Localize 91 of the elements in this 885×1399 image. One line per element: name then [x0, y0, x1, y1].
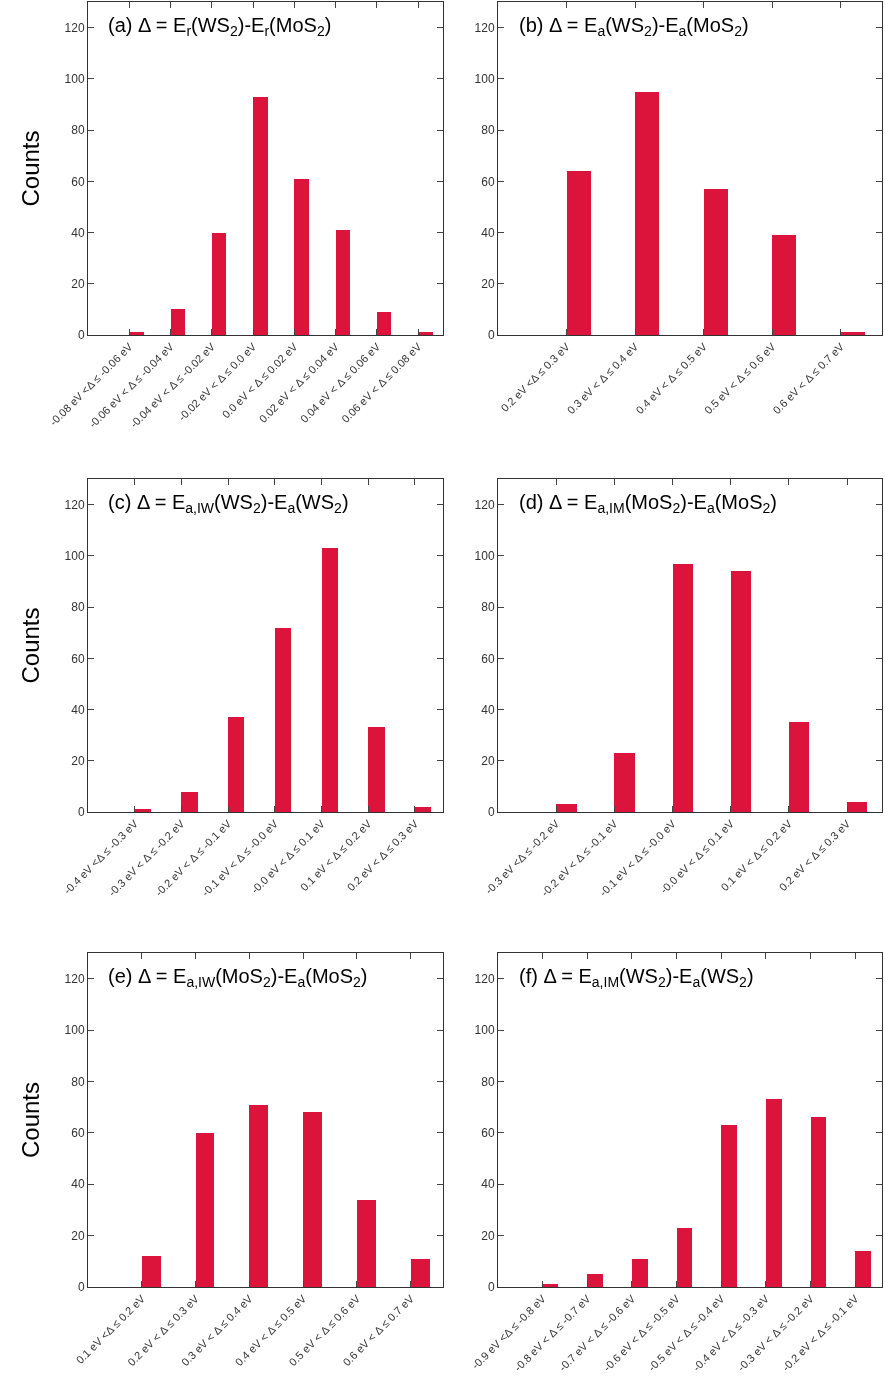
y-tick-label: 0	[77, 805, 85, 820]
bar	[567, 171, 591, 335]
y-tick-label: 0	[77, 328, 85, 343]
bar	[275, 628, 291, 812]
y-tick-label: 40	[71, 702, 85, 717]
bar	[135, 809, 151, 812]
y-tick-label: 100	[64, 72, 85, 87]
bar	[841, 332, 865, 335]
bar	[811, 1117, 826, 1287]
bar	[294, 179, 309, 335]
y-tick-label: 120	[64, 20, 85, 35]
y-tick-label: 100	[64, 549, 85, 564]
bar	[677, 1228, 692, 1287]
bar	[129, 332, 144, 335]
y-tick-label: 80	[481, 600, 495, 615]
bar	[673, 564, 693, 812]
y-tick-label: 40	[71, 1177, 85, 1192]
y-tick-label: 60	[481, 1126, 495, 1141]
y-tick-label: 60	[71, 1126, 85, 1141]
chart-title: (a) Δ = E$_{r}$(WS$_{2}$)-E$_{r}$(MoS$_{2}$)	[108, 14, 332, 40]
y-axis-title: Counts	[16, 130, 44, 207]
bar	[632, 1259, 648, 1287]
y-tick-label: 120	[474, 20, 495, 35]
bar	[587, 1274, 603, 1287]
bar	[543, 1284, 558, 1287]
y-axis-title: Counts	[16, 1081, 44, 1159]
y-tick-label: 80	[481, 1074, 495, 1089]
y-tick-label: 20	[71, 753, 85, 768]
y-tick-label: 60	[71, 174, 85, 189]
bar	[142, 1256, 161, 1287]
y-tick-label: 60	[71, 651, 85, 666]
bar	[181, 792, 198, 812]
y-tick-label: 40	[481, 1177, 495, 1192]
bar	[196, 1133, 214, 1287]
y-tick-label: 80	[481, 123, 495, 138]
y-tick-label: 100	[64, 1023, 85, 1038]
y-tick-label: 120	[64, 497, 85, 512]
chart-title: (c) Δ = E$_{a,IW}$(WS$_{2}$)-E$_{a}$(WS$_{2}$)	[108, 491, 349, 517]
bar	[411, 1259, 430, 1287]
bar	[377, 312, 391, 335]
y-tick-label: 60	[481, 651, 495, 666]
bar	[357, 1200, 376, 1287]
chart-title: (f) Δ = E$_{a,IM}$(WS$_{2}$)-E$_{a}$(WS$_{2}$)	[519, 965, 754, 991]
bar	[336, 230, 350, 335]
y-tick-label: 100	[474, 72, 495, 87]
bar	[368, 727, 385, 812]
bar	[171, 309, 185, 335]
y-tick-label: 0	[487, 805, 495, 820]
y-tick-label: 100	[474, 549, 495, 564]
bar	[228, 717, 244, 812]
y-tick-label: 0	[487, 1280, 495, 1295]
y-tick-label: 40	[481, 225, 495, 240]
bar	[212, 233, 226, 335]
y-tick-label: 20	[71, 276, 85, 291]
y-tick-label: 0	[77, 1280, 85, 1295]
y-tick-label: 120	[64, 971, 85, 986]
bar	[249, 1105, 268, 1287]
y-tick-label: 0	[487, 328, 495, 343]
y-axis-title: Counts	[16, 607, 44, 684]
bar	[418, 332, 433, 335]
y-tick-label: 60	[481, 174, 495, 189]
chart-title: (e) Δ = E$_{a,IW}$(MoS$_{2}$)-E$_{a}$(MoS$_{2}$)	[108, 965, 368, 991]
y-tick-label: 80	[71, 1074, 85, 1089]
bar	[847, 802, 867, 812]
bar	[766, 1099, 782, 1287]
bar	[789, 722, 809, 812]
bar	[303, 1112, 322, 1287]
bar	[731, 571, 751, 812]
bar	[772, 235, 796, 335]
y-tick-label: 120	[474, 971, 495, 986]
y-tick-label: 120	[474, 497, 495, 512]
bar	[704, 189, 728, 335]
bar	[556, 804, 577, 812]
chart-title: (d) Δ = E$_{a,IM}$(MoS$_{2}$)-E$_{a}$(MoS$_{2}$)	[519, 491, 777, 517]
bar	[614, 753, 635, 812]
bar	[253, 97, 268, 335]
y-tick-label: 20	[481, 753, 495, 768]
y-tick-label: 20	[71, 1228, 85, 1243]
chart-title: (b) Δ = E$_{a}$(WS$_{2}$)-E$_{a}$(MoS$_{2}$)	[519, 14, 749, 40]
bar	[721, 1125, 737, 1287]
y-tick-label: 100	[474, 1023, 495, 1038]
y-tick-label: 80	[71, 123, 85, 138]
bar	[415, 807, 431, 812]
bar	[322, 548, 338, 812]
y-tick-label: 20	[481, 276, 495, 291]
y-tick-label: 20	[481, 1228, 495, 1243]
bar	[855, 1251, 871, 1287]
y-tick-label: 80	[71, 600, 85, 615]
y-tick-label: 40	[71, 225, 85, 240]
y-tick-label: 40	[481, 702, 495, 717]
bar	[635, 92, 659, 335]
